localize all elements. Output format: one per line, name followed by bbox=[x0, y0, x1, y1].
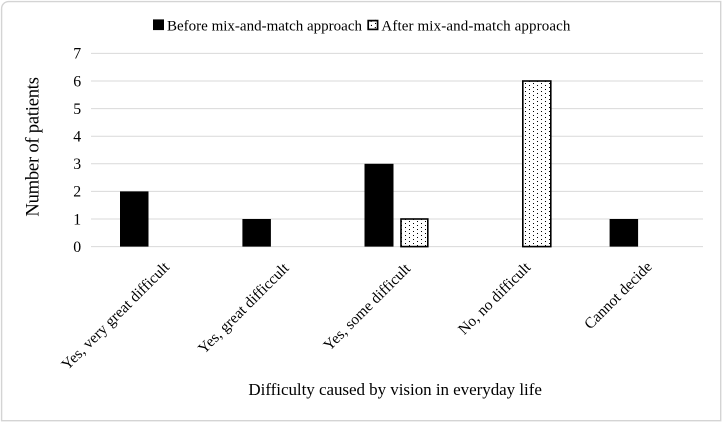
svg-text:6: 6 bbox=[73, 73, 81, 90]
svg-text:5: 5 bbox=[73, 101, 81, 118]
svg-text:4: 4 bbox=[73, 129, 81, 146]
svg-text:2: 2 bbox=[73, 184, 81, 201]
svg-text:3: 3 bbox=[73, 156, 81, 173]
svg-text:1: 1 bbox=[73, 211, 81, 228]
svg-text:Before mix-and-match approach: Before mix-and-match approach bbox=[167, 18, 363, 34]
svg-text:0: 0 bbox=[73, 239, 81, 256]
svg-text:After mix-and-match approach: After mix-and-match approach bbox=[381, 18, 571, 34]
svg-text:Number of patients: Number of patients bbox=[23, 77, 44, 217]
svg-text:Difficulty caused by vision in: Difficulty caused by vision in everyday … bbox=[248, 380, 542, 399]
svg-text:7: 7 bbox=[73, 46, 81, 63]
